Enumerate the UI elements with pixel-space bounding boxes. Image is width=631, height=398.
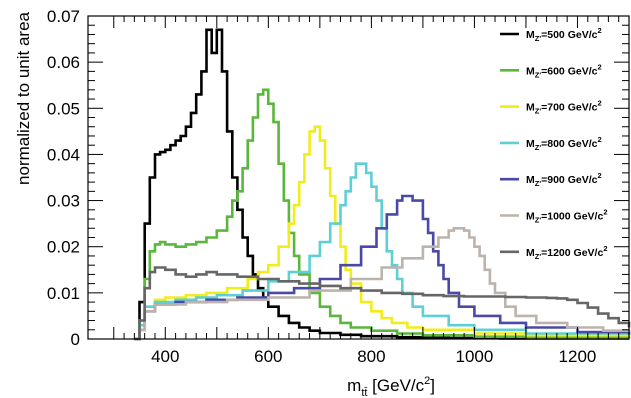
legend-label: MZ'=1200 GeV/c2 — [526, 244, 607, 261]
x-tick-label: 600 — [254, 347, 282, 366]
series-line-5 — [134, 227, 631, 341]
legend-label: MZ'=800 GeV/c2 — [526, 135, 602, 152]
legend: MZ'=500 GeV/c2 MZ'=600 GeV/c2 MZ'=700 GeV/… — [500, 26, 607, 261]
series-line-1 — [134, 88, 631, 341]
y-tick-label: 0 — [71, 330, 80, 349]
legend-label: MZ'=700 GeV/c2 — [526, 99, 602, 116]
series-line-3 — [134, 162, 631, 341]
x-tick-label: 800 — [357, 347, 385, 366]
y-tick-label: 0.05 — [47, 99, 80, 118]
y-tick-label: 0.07 — [47, 7, 80, 26]
series-line-0 — [134, 28, 629, 341]
legend-label: MZ'=900 GeV/c2 — [526, 171, 602, 188]
ticks-layer — [88, 15, 630, 340]
x-tick-label: 400 — [151, 347, 179, 366]
plot-frame — [87, 15, 630, 340]
series-layer — [134, 28, 631, 341]
legend-label: MZ'=1000 GeV/c2 — [526, 208, 607, 225]
x-axis-title: mtt̄ [GeV/c2] — [347, 375, 435, 398]
y-tick-label: 0.01 — [47, 284, 80, 303]
x-tick-label: 1200 — [559, 347, 597, 366]
y-tick-label: 0.06 — [47, 53, 80, 72]
y-tick-label: 0.04 — [47, 145, 80, 164]
legend-label: MZ'=500 GeV/c2 — [526, 26, 602, 43]
series-line-6 — [134, 266, 631, 341]
tick-labels-layer: 400 600 800 1000 1200 0 0.01 0.02 0.03 0.04 0.05 0.… — [47, 7, 596, 366]
y-axis-title: normalized to unit area — [14, 11, 33, 184]
y-tick-label: 0.03 — [47, 192, 80, 211]
legend-label: MZ'=600 GeV/c2 — [526, 62, 602, 79]
series-line-2 — [134, 125, 631, 341]
x-tick-label: 1000 — [456, 347, 494, 366]
y-tick-label: 0.02 — [47, 238, 80, 257]
